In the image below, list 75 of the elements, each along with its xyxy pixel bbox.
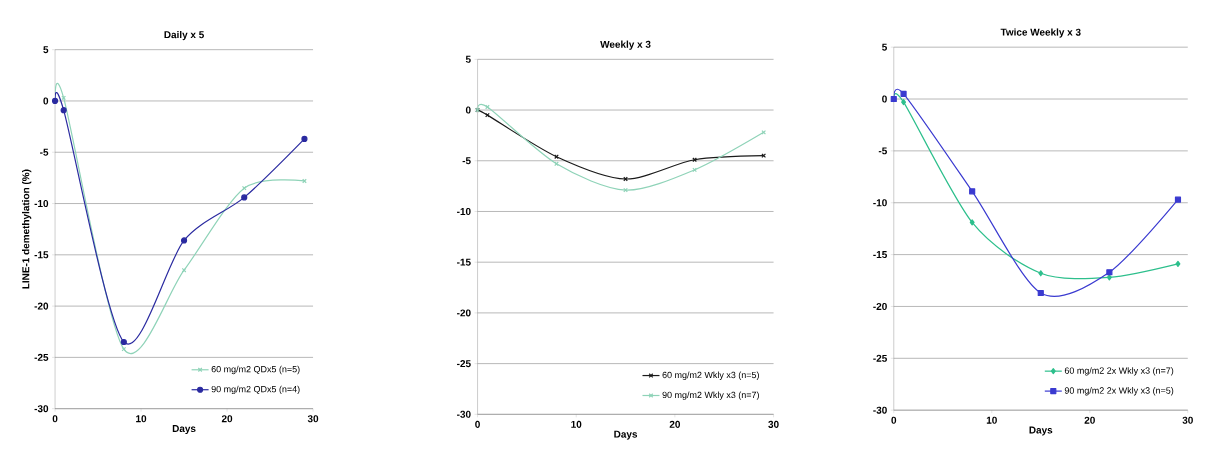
point xyxy=(969,188,976,195)
y-tick-label: -10 xyxy=(457,207,471,215)
point xyxy=(180,237,188,244)
x-tick-label: 10 xyxy=(986,416,997,424)
y-tick-label: -25 xyxy=(873,354,887,362)
x-tick-label: 30 xyxy=(1182,416,1193,424)
x-tick-label: 0 xyxy=(52,415,58,423)
point xyxy=(1106,274,1112,281)
y-tick-label: -15 xyxy=(873,251,887,259)
point xyxy=(692,157,697,163)
x-tick-label: 20 xyxy=(669,420,681,428)
y-tick-label: -30 xyxy=(457,410,471,418)
y-tick-label: -15 xyxy=(457,258,471,266)
point xyxy=(60,107,67,114)
y-tick-label: -5 xyxy=(878,147,887,155)
x-tick-label: 0 xyxy=(891,416,897,424)
chart-title: Daily x 5 xyxy=(164,30,204,41)
y-tick-label: 0 xyxy=(465,106,471,114)
y-tick-label: 5 xyxy=(43,46,49,54)
y-tick-label: 0 xyxy=(43,97,49,105)
y-tick-label: 5 xyxy=(465,55,471,63)
y-axis-title: LINE-1 demethylation (%) xyxy=(22,169,32,289)
x-tick-label: 30 xyxy=(768,420,779,428)
y-tick-label: -20 xyxy=(457,309,471,317)
x-axis-title: Days xyxy=(172,425,196,435)
point xyxy=(485,112,490,118)
legend-label: 90 mg/m2 2x Wkly x3 (n=5) xyxy=(1064,387,1174,396)
point xyxy=(1106,269,1113,276)
legend-label: 60 mg/m2 QDx5 (n=5) xyxy=(211,365,300,375)
chart-title: Twice Weekly x 3 xyxy=(1000,28,1081,38)
point xyxy=(623,187,628,193)
point xyxy=(120,338,127,346)
point xyxy=(485,104,490,110)
legend-label: 60 mg/m2 2x Wkly x3 (n=7) xyxy=(1064,367,1174,376)
y-tick-label: 5 xyxy=(882,43,887,51)
x-tick-label: 20 xyxy=(221,415,233,423)
point xyxy=(301,135,308,142)
legend-label: 90 mg/m2 QDx5 (n=4) xyxy=(211,385,300,395)
point xyxy=(241,185,247,191)
y-tick-label: -30 xyxy=(34,405,49,413)
y-tick-label: -30 xyxy=(873,406,887,414)
y-tick-label: -15 xyxy=(34,251,49,259)
point xyxy=(1175,260,1181,268)
x-tick-label: 20 xyxy=(1084,416,1095,424)
y-tick-label: -10 xyxy=(873,199,887,207)
y-tick-label: -25 xyxy=(34,353,49,361)
x-axis-title: Days xyxy=(1029,426,1053,436)
point xyxy=(623,176,628,182)
y-tick-label: -25 xyxy=(457,360,471,368)
chart-title: Weekly x 3 xyxy=(600,40,651,50)
point xyxy=(1174,196,1182,203)
point xyxy=(241,194,248,201)
y-tick-label: -5 xyxy=(462,157,471,165)
y-tick-label: -10 xyxy=(34,200,49,208)
y-tick-label: -20 xyxy=(873,302,887,310)
point xyxy=(61,95,67,101)
legend-label: 60 mg/m2 Wkly x3 (n=5) xyxy=(662,371,759,380)
point xyxy=(1038,270,1044,277)
point xyxy=(969,219,975,226)
y-tick-label: 0 xyxy=(882,95,887,103)
x-tick-label: 10 xyxy=(571,420,582,428)
point xyxy=(900,90,907,97)
point xyxy=(901,99,907,106)
x-tick-label: 30 xyxy=(307,415,319,423)
x-axis-title: Days xyxy=(614,430,638,440)
point xyxy=(1037,289,1044,297)
y-tick-label: -5 xyxy=(40,148,49,156)
point xyxy=(554,154,559,160)
point xyxy=(181,267,187,273)
y-tick-label: -20 xyxy=(34,302,49,310)
point xyxy=(692,167,697,173)
legend-label: 90 mg/m2 Wkly x3 (n=7) xyxy=(662,391,759,400)
x-tick-label: 10 xyxy=(136,415,147,423)
x-tick-label: 0 xyxy=(475,420,480,428)
point xyxy=(554,161,559,167)
